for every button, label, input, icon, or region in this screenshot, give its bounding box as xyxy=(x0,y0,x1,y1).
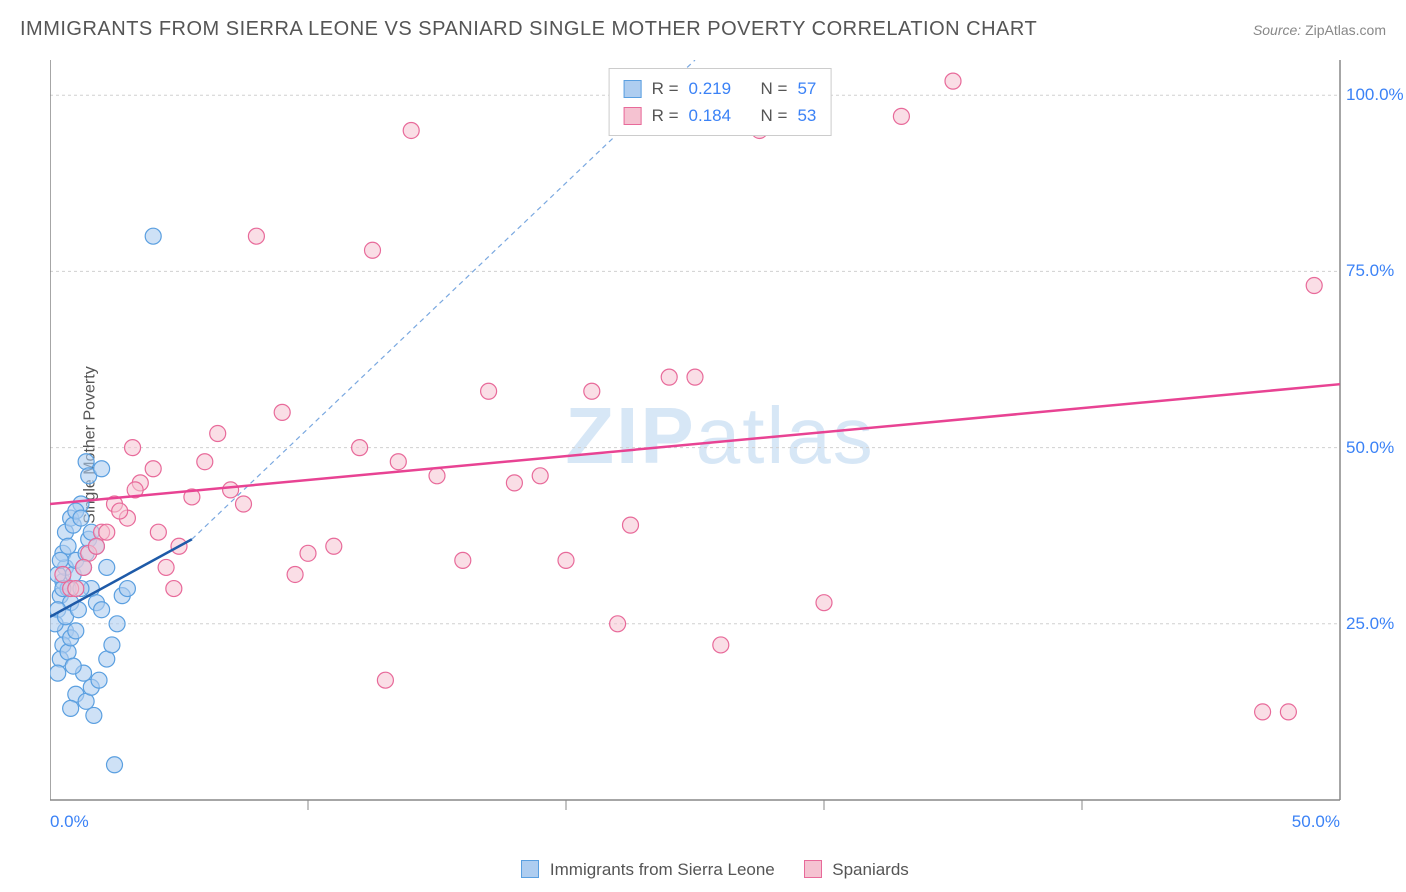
bottom-legend: Immigrants from Sierra Leone Spaniards xyxy=(0,860,1406,880)
r-label: R = xyxy=(652,102,679,129)
series-1-name: Spaniards xyxy=(832,860,909,879)
n-value-0: 57 xyxy=(797,75,816,102)
r-value-1: 0.184 xyxy=(689,102,732,129)
n-label: N = xyxy=(761,75,788,102)
swatch-series-1 xyxy=(804,860,822,878)
n-value-1: 53 xyxy=(797,102,816,129)
r-label: R = xyxy=(652,75,679,102)
scatter-plot xyxy=(50,60,1390,830)
r-value-0: 0.219 xyxy=(689,75,732,102)
source-label: Source: xyxy=(1253,22,1301,38)
source-value: ZipAtlas.com xyxy=(1305,22,1386,38)
swatch-series-0 xyxy=(624,80,642,98)
swatch-series-1 xyxy=(624,107,642,125)
chart-title: IMMIGRANTS FROM SIERRA LEONE VS SPANIARD… xyxy=(20,18,1037,41)
chart-area: Single Mother Poverty ZIPatlas R = 0.219… xyxy=(50,60,1390,830)
corr-row-series-0: R = 0.219 N = 57 xyxy=(624,75,817,102)
corr-row-series-1: R = 0.184 N = 53 xyxy=(624,102,817,129)
correlation-legend-box: R = 0.219 N = 57 R = 0.184 N = 53 xyxy=(609,68,832,136)
series-0-name: Immigrants from Sierra Leone xyxy=(550,860,775,879)
source-attribution: Source: ZipAtlas.com xyxy=(1253,22,1386,38)
swatch-series-0 xyxy=(521,860,539,878)
n-label: N = xyxy=(761,102,788,129)
